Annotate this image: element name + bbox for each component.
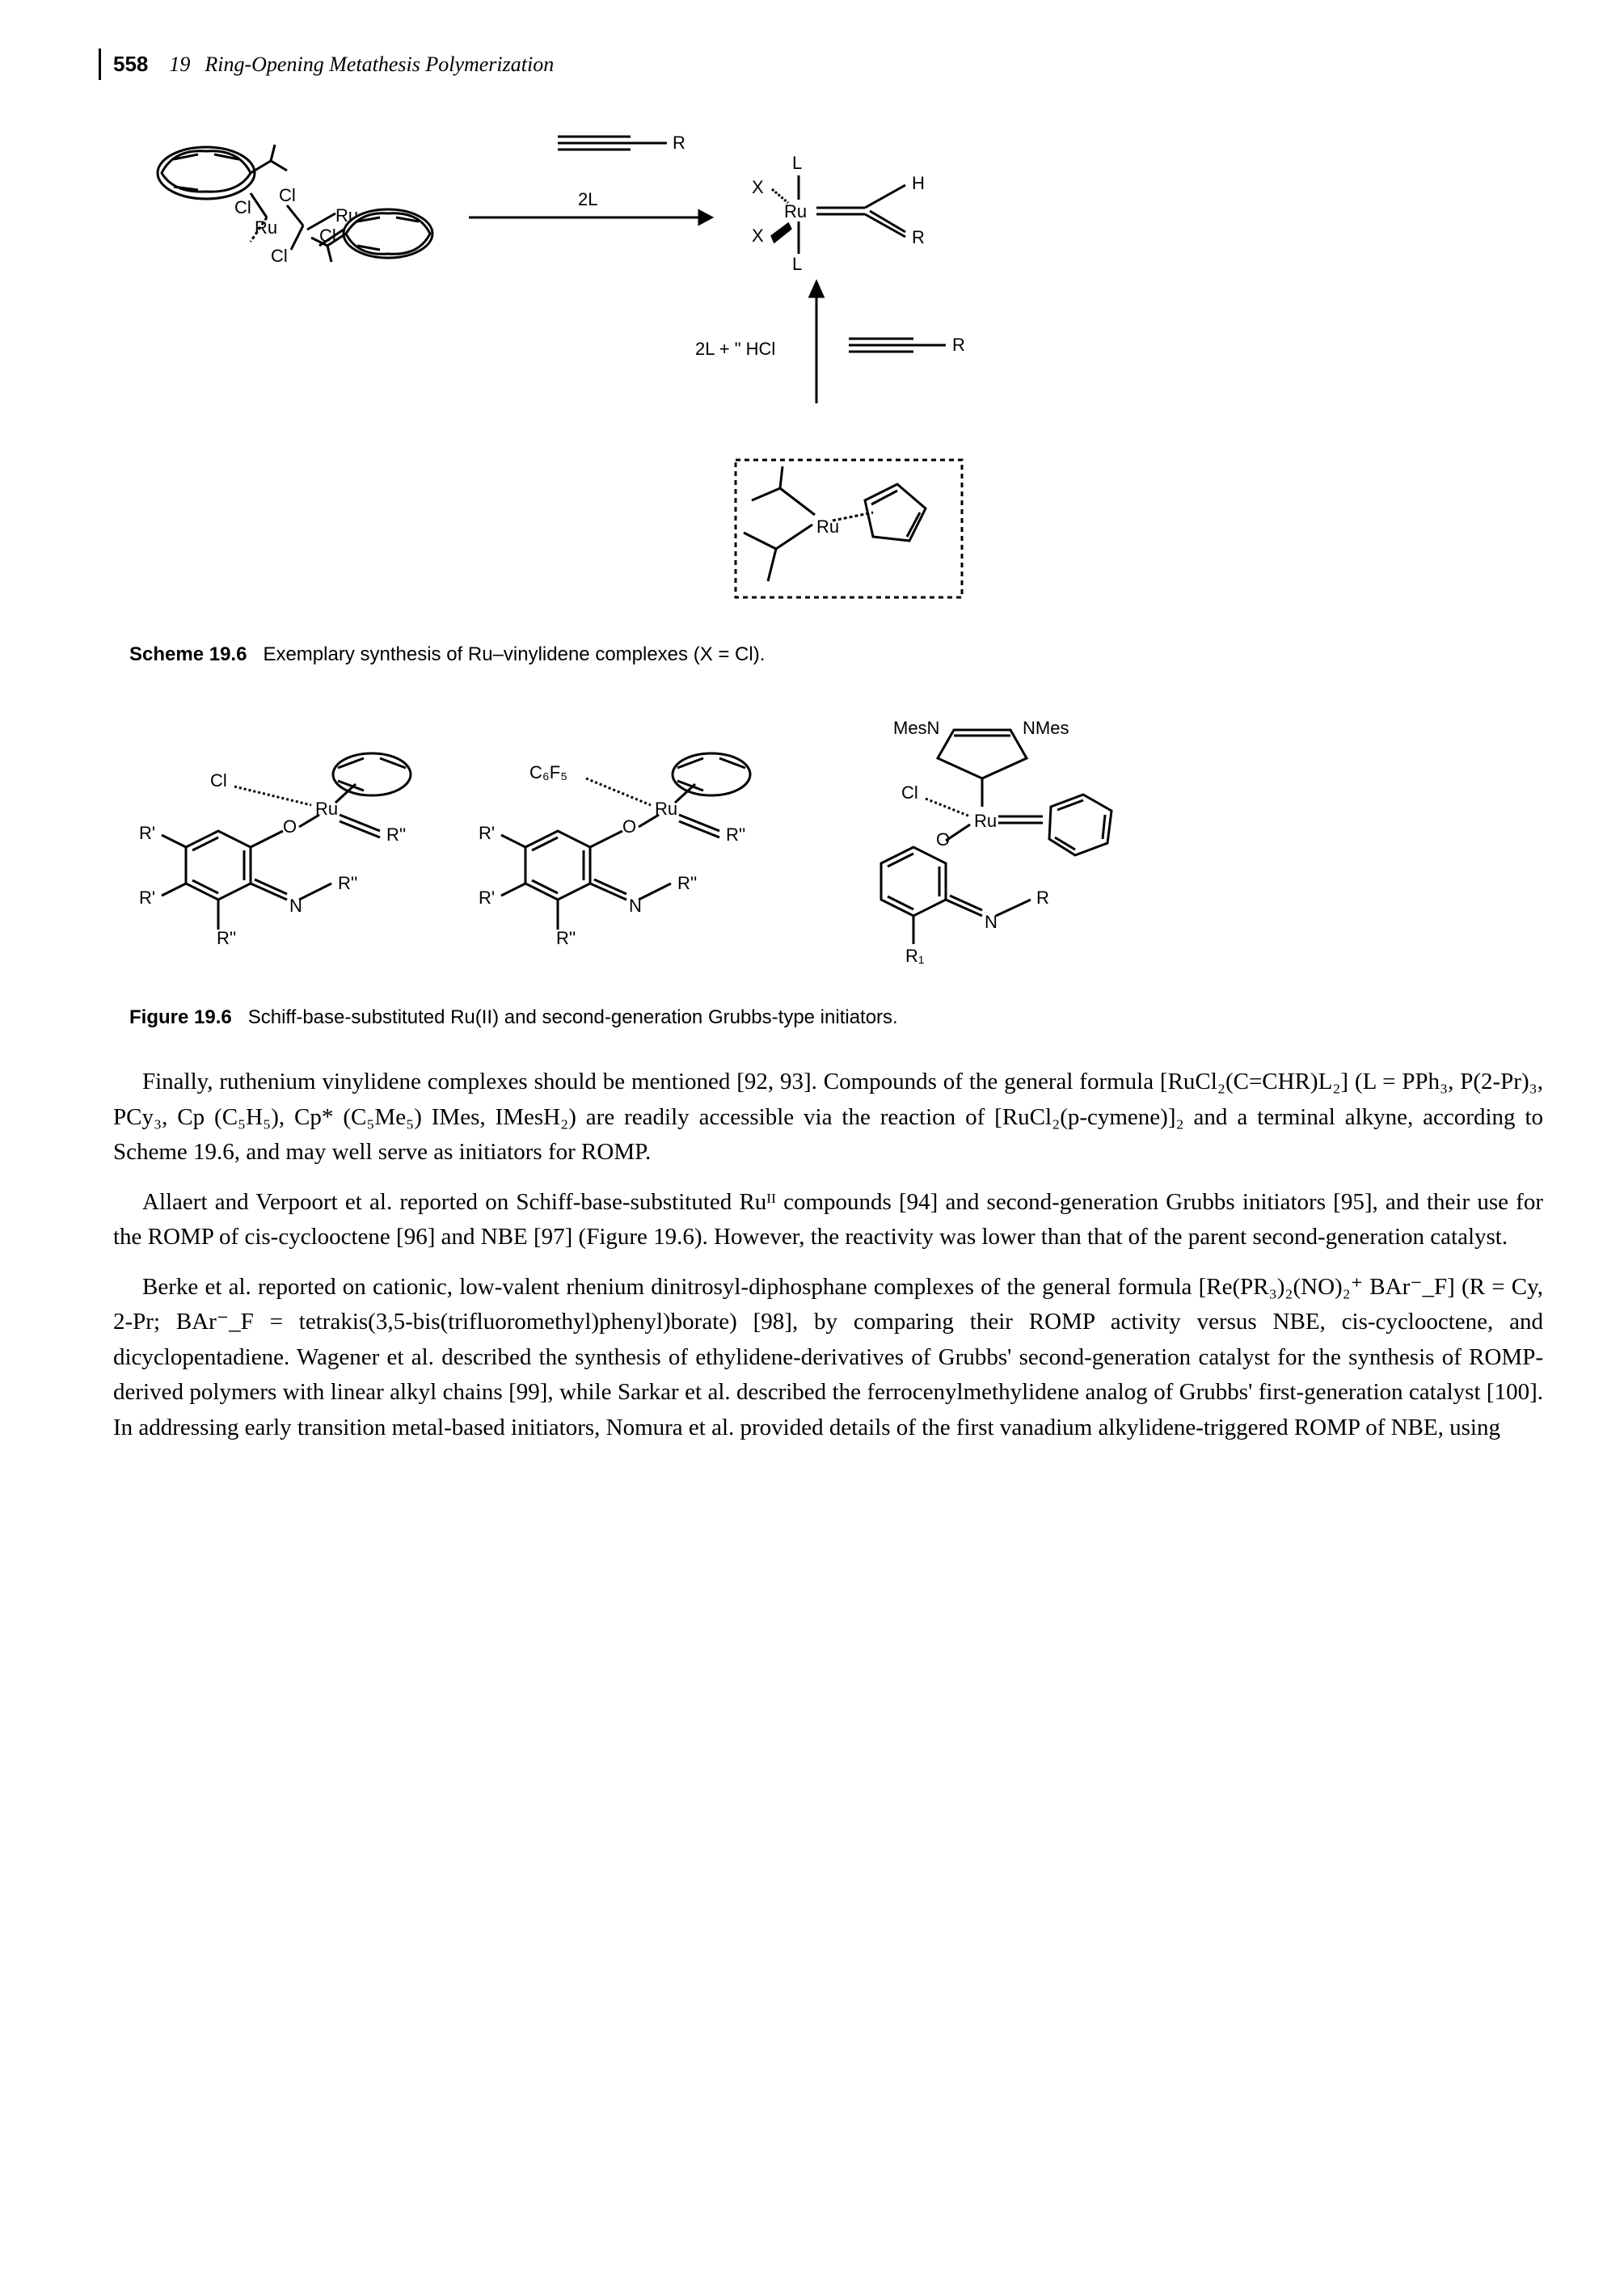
n-label: N: [629, 896, 642, 916]
o-label: O: [622, 816, 636, 837]
r2-label: R'': [338, 873, 357, 893]
x-label: X: [752, 226, 764, 246]
r1sub-label: R₁: [905, 946, 924, 966]
chapter-title: Ring-Opening Metathesis Polymerization: [205, 48, 554, 80]
l-label: L: [792, 153, 802, 173]
h-label: H: [912, 173, 925, 193]
figure-diagram: R' R' O N R'' R'' Ru Cl: [129, 702, 1543, 987]
r1-label: R': [139, 888, 155, 908]
r1-label: R': [479, 888, 495, 908]
page-header: 558 19 Ring-Opening Metathesis Polymeriz…: [99, 48, 1543, 80]
r2-label: R'': [677, 873, 697, 893]
cl-label: Cl: [279, 185, 296, 205]
arrow-2l-label: 2L: [578, 189, 597, 209]
scheme-caption-text: Exemplary synthesis of Ru–vinylidene com…: [263, 643, 765, 665]
c6f5-label: C₆F₅: [529, 762, 567, 782]
n-label: N: [985, 912, 998, 932]
page-number: 558: [113, 48, 148, 80]
side-label: 2L + " HCl: [695, 339, 775, 359]
n-label: N: [289, 896, 302, 916]
mesn-label: MesN: [893, 718, 939, 738]
cl-label: Cl: [234, 197, 251, 217]
chapter-number: 19: [169, 48, 190, 80]
r-label: R: [952, 335, 965, 355]
r-label: R: [673, 133, 685, 153]
l-label: L: [792, 254, 802, 274]
figure-block: R' R' O N R'' R'' Ru Cl: [113, 702, 1543, 1032]
x-label: X: [752, 177, 764, 197]
scheme-block: Cl Cl Ru Cl Cl Ru: [113, 112, 1543, 669]
cl-label: Cl: [210, 770, 227, 791]
o-label: O: [936, 829, 950, 850]
figure-caption-text: Schiff-base-substituted Ru(II) and secon…: [248, 1006, 898, 1028]
r2-label: R'': [726, 824, 745, 845]
r2-label: R'': [217, 928, 236, 948]
nmes-label: NMes: [1023, 718, 1069, 738]
body-paragraph-2: Allaert and Verpoort et al. reported on …: [113, 1185, 1543, 1255]
r2-label: R'': [556, 928, 576, 948]
scheme-label: Scheme 19.6: [129, 643, 247, 665]
ru-label: Ru: [784, 201, 807, 221]
ru-label: Ru: [816, 517, 839, 537]
body-paragraph-1: Finally, ruthenium vinylidene complexes …: [113, 1065, 1543, 1170]
figure-label: Figure 19.6: [129, 1006, 232, 1028]
r1-label: R': [479, 823, 495, 843]
r2-label: R'': [386, 824, 406, 845]
scheme-caption: Scheme 19.6 Exemplary synthesis of Ru–vi…: [129, 640, 1543, 669]
o-label: O: [283, 816, 297, 837]
body-paragraph-3: Berke et al. reported on cationic, low-v…: [113, 1270, 1543, 1446]
r-label: R: [1036, 888, 1049, 908]
r-label: R: [912, 227, 925, 247]
r1-label: R': [139, 823, 155, 843]
cl-label: Cl: [271, 246, 288, 266]
figure-caption: Figure 19.6 Schiff-base-substituted Ru(I…: [129, 1003, 1543, 1032]
cl-label: Cl: [901, 782, 918, 803]
ru-label: Ru: [974, 811, 997, 831]
scheme-diagram: Cl Cl Ru Cl Cl Ru: [129, 112, 1543, 624]
